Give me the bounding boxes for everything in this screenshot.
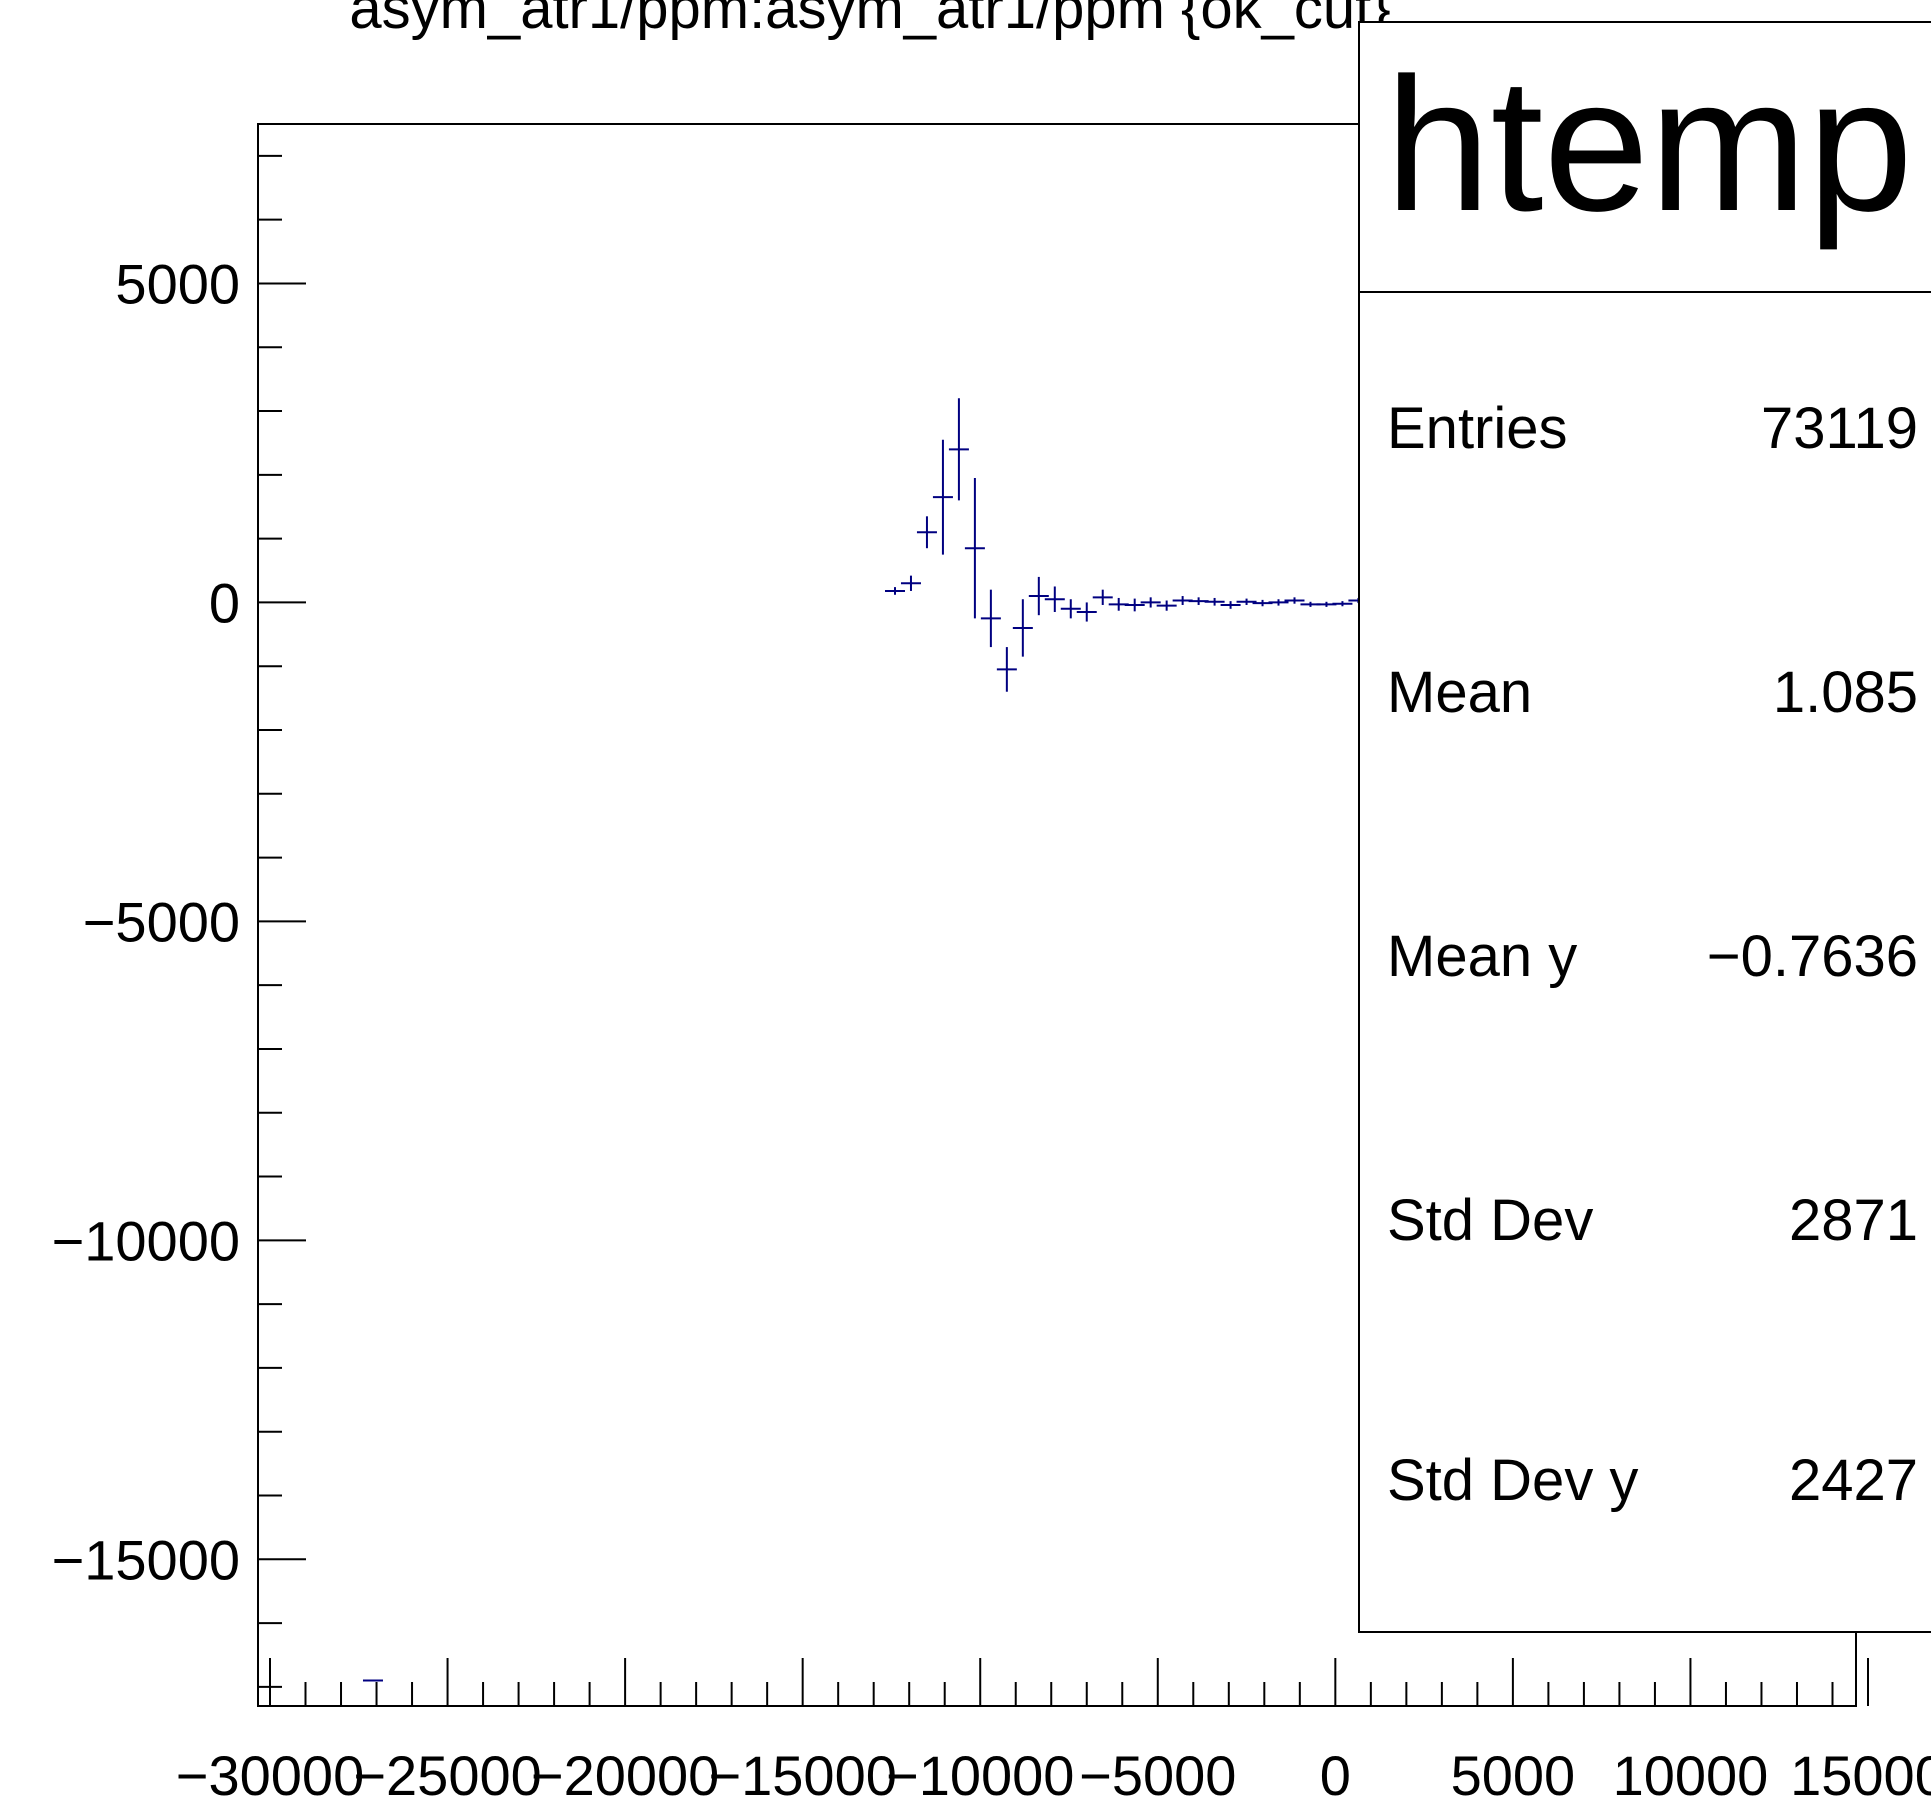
x-tick-label: −15000	[708, 1744, 896, 1807]
data-point	[932, 439, 953, 555]
stats-row-label: Std Dev	[1387, 1188, 1593, 1253]
x-tick-label: 0	[1320, 1744, 1351, 1807]
x-tick-label: 15000	[1790, 1744, 1931, 1807]
data-point	[884, 587, 905, 595]
y-tick-label: −10000	[52, 1209, 240, 1272]
x-tick-label: −5000	[1079, 1744, 1236, 1807]
stats-row-value: −0.7636	[1707, 924, 1918, 989]
stats-row-label: Mean	[1387, 660, 1532, 725]
stats-row-value: 73119	[1761, 396, 1918, 461]
stats-rows: Entries 73119 Mean 1.085 Mean y −0.7636 Std De…	[1387, 396, 1918, 1513]
stats-row-value: 2427	[1789, 1448, 1918, 1513]
x-tick-label: −25000	[353, 1744, 541, 1807]
data-point	[1044, 586, 1065, 612]
stats-row-label: Entries	[1387, 396, 1568, 461]
x-axis-tick-labels: −30000−25000−20000−15000−10000 −5000 0 5000…	[176, 1744, 1931, 1807]
stats-row-value: 1.085	[1773, 660, 1918, 725]
x-tick-label: 5000	[1451, 1744, 1576, 1807]
stats-row-label: Mean y	[1387, 924, 1577, 989]
data-point	[1060, 599, 1081, 619]
data-point	[1268, 599, 1289, 606]
stats-box-name: htemp	[1385, 39, 1913, 251]
data-point	[1076, 602, 1097, 622]
y-tick-label: −5000	[83, 890, 240, 953]
y-axis-tick-labels: 5000 0 −5000 −10000 −15000	[52, 252, 240, 1591]
y-tick-label: 5000	[115, 252, 240, 315]
data-point	[948, 398, 969, 501]
data-point	[964, 478, 985, 619]
data-point	[980, 589, 1001, 648]
data-point	[916, 516, 937, 549]
data-point	[900, 575, 921, 591]
data-point	[996, 647, 1017, 692]
data-point	[1028, 576, 1049, 616]
x-tick-label: −10000	[886, 1744, 1074, 1807]
stats-box-frame	[1358, 21, 1931, 1633]
chart-title: asym_atr1/ppm:asym_atr1/ppm {ok_cut}	[349, 0, 1390, 41]
data-point	[1156, 600, 1177, 611]
x-tick-label: 10000	[1613, 1744, 1769, 1807]
x-tick-label: −30000	[176, 1744, 364, 1807]
y-tick-label: 0	[209, 571, 240, 634]
data-point	[1092, 589, 1113, 605]
y-tick-label: −15000	[52, 1528, 240, 1591]
stats-row-label: Std Dev y	[1387, 1448, 1638, 1513]
data-point	[1124, 598, 1145, 612]
data-points	[362, 398, 1369, 1682]
data-point	[1236, 598, 1257, 605]
data-point	[1012, 599, 1033, 657]
data-point	[1284, 597, 1305, 604]
x-tick-label: −20000	[531, 1744, 719, 1807]
data-point	[1204, 597, 1225, 606]
data-point	[1140, 597, 1161, 608]
data-point	[1220, 601, 1241, 609]
axis-ticks	[258, 154, 1869, 1706]
data-point	[1332, 601, 1353, 607]
stats-box: htemp Entries 73119 Mean 1.085 Mean y −0.7636…	[1358, 21, 1931, 1633]
stats-row-value: 2871	[1789, 1188, 1918, 1253]
